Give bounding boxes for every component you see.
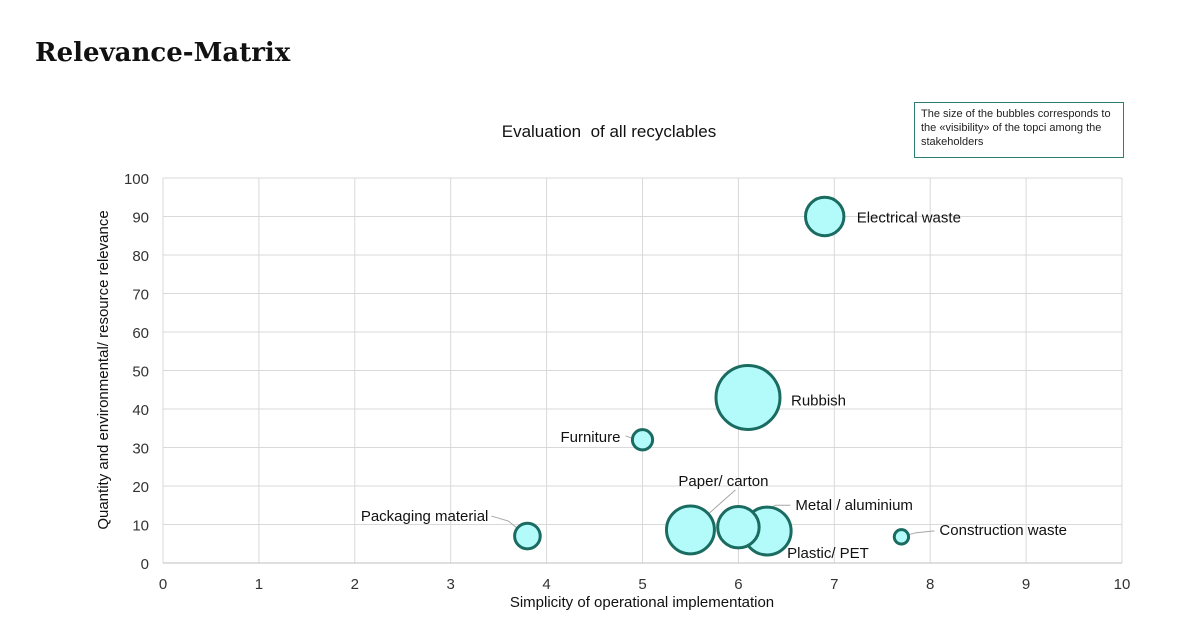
x-tick-label: 2: [351, 576, 359, 593]
bubble-construction-waste[interactable]: [892, 528, 911, 546]
y-tick-label: 80: [132, 248, 149, 265]
x-tick-label: 3: [447, 576, 455, 593]
y-tick-label: 40: [132, 402, 149, 419]
x-tick-label: 6: [734, 576, 742, 593]
x-tick-label: 7: [830, 576, 838, 593]
x-tick-label: 10: [1114, 576, 1131, 593]
data-label-metal-aluminium: Metal / aluminium: [795, 497, 913, 514]
x-tick-label: 8: [926, 576, 934, 593]
data-label-packaging-material: Packaging material: [361, 508, 489, 525]
y-tick-label: 0: [141, 556, 149, 573]
data-label-electrical-waste: Electrical waste: [857, 210, 961, 227]
x-tick-label: 0: [159, 576, 167, 593]
y-tick-label: 50: [132, 364, 149, 381]
page-title: Relevance-Matrix: [35, 38, 291, 68]
bubble-paper-carton[interactable]: [665, 504, 716, 556]
x-tick-label: 9: [1022, 576, 1030, 593]
y-tick-label: 20: [132, 479, 149, 496]
data-label-furniture: Furniture: [560, 429, 620, 446]
bubble-metal-aluminium[interactable]: [716, 504, 761, 550]
data-label-rubbish: Rubbish: [791, 392, 846, 409]
y-tick-label: 70: [132, 287, 149, 304]
x-tick-label: 5: [638, 576, 646, 593]
x-tick-label: 1: [255, 576, 263, 593]
y-tick-label: 100: [124, 171, 149, 188]
bubble-size-note: The size of the bubbles corresponds to t…: [914, 102, 1124, 158]
chart-title: Evaluation of all recyclables: [502, 122, 717, 141]
bubble-furniture[interactable]: [630, 428, 655, 452]
y-tick-label: 60: [132, 325, 149, 342]
x-axis-label: Simplicity of operational implementation: [510, 594, 774, 611]
data-label-construction-waste: Construction waste: [939, 522, 1067, 539]
data-label-plastic-pet: Plastic/ PET: [787, 545, 869, 562]
y-tick-label: 10: [132, 518, 149, 535]
y-tick-label: 30: [132, 441, 149, 458]
y-axis-label: Quantity and environmental/ resource rel…: [95, 210, 112, 529]
data-label-paper-carton: Paper/ carton: [678, 473, 768, 490]
bubble-rubbish[interactable]: [714, 363, 782, 431]
x-tick-label: 4: [542, 576, 550, 593]
bubble-electrical-waste[interactable]: [804, 195, 846, 238]
bubble-packaging-material[interactable]: [513, 521, 542, 551]
y-tick-label: 90: [132, 210, 149, 227]
